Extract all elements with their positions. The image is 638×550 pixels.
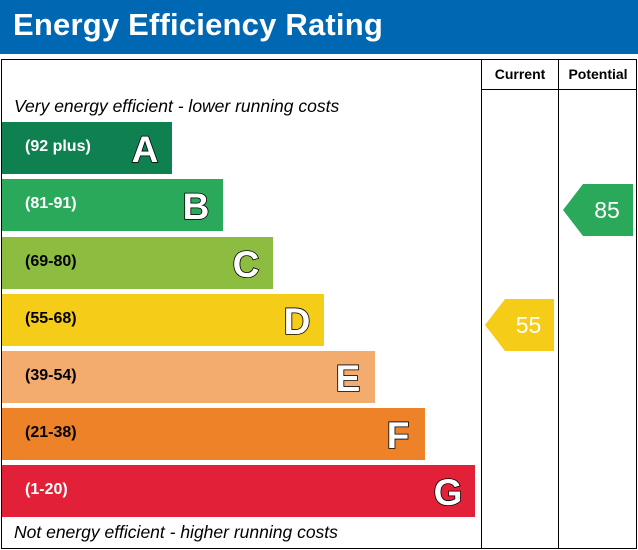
potential-rating-arrow: 85: [563, 184, 633, 236]
band-f: (21-38) F: [2, 408, 425, 460]
column-header-divider: [482, 89, 636, 90]
band-letter-d: D: [283, 300, 311, 343]
band-letter: C: [233, 244, 260, 285]
band-letter: A: [132, 129, 159, 170]
band-range-label: (39-54): [25, 367, 77, 384]
band-g: (1-20) G: [2, 465, 475, 517]
current-rating-arrow: 55: [485, 299, 554, 351]
band-d: (55-68) D: [2, 294, 324, 346]
band-letter-c: C: [232, 243, 260, 286]
potential-column-header: Potential: [568, 66, 628, 82]
band-letter-b: B: [182, 185, 210, 228]
band-letter-f: F: [386, 414, 410, 457]
band-e: (39-54) E: [2, 351, 375, 403]
current-column-divider: [481, 59, 482, 549]
band-range-label: (92 plus): [25, 138, 91, 155]
band-letter-g: G: [433, 471, 463, 514]
band-range-label: (21-38): [25, 424, 77, 441]
current-rating-value: 55: [515, 312, 542, 338]
band-c: (69-80) C: [2, 237, 273, 289]
band-range-label: (1-20): [25, 481, 68, 498]
chart-title: Energy Efficiency Rating: [13, 7, 384, 42]
band-letter: E: [336, 358, 361, 399]
band-letter: D: [284, 301, 311, 342]
band-range-label: (69-80): [25, 253, 77, 270]
band-letter: F: [387, 415, 410, 456]
band-letter: B: [183, 186, 210, 227]
current-column-header: Current: [494, 66, 546, 82]
band-letter: G: [434, 472, 463, 513]
inefficient-note: Not energy efficient - higher running co…: [14, 522, 338, 542]
header-bar: Energy Efficiency Rating: [0, 0, 638, 54]
band-range-label: (81-91): [25, 195, 77, 212]
band-letter-e: E: [335, 357, 361, 400]
rating-table-frame: [1, 59, 637, 549]
band-letter-a: A: [131, 128, 159, 171]
band-a: (92 plus) A: [2, 122, 172, 174]
band-b: (81-91) B: [2, 179, 223, 231]
potential-rating-value: 85: [594, 197, 620, 223]
band-range-label: (55-68): [25, 310, 77, 327]
potential-column-divider: [558, 59, 559, 549]
efficient-note: Very energy efficient - lower running co…: [14, 96, 340, 116]
